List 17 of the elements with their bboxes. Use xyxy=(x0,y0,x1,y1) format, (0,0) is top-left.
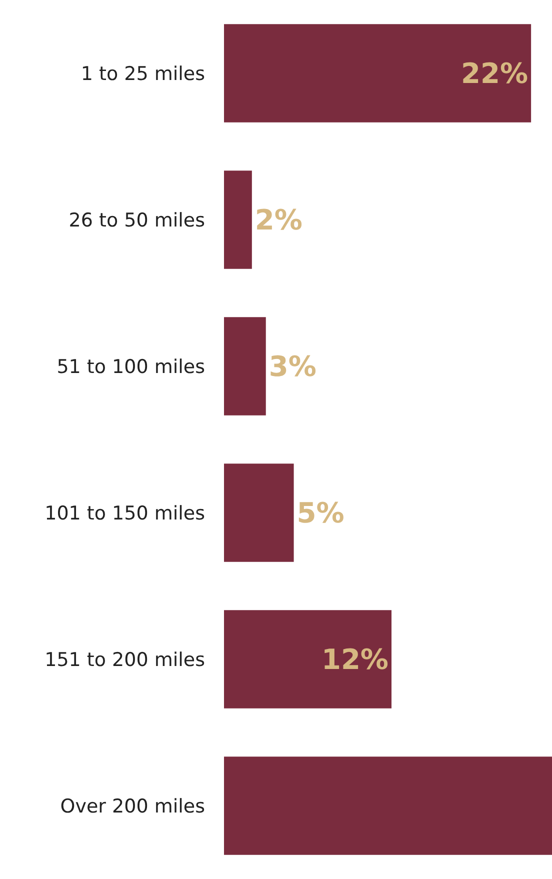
bar xyxy=(224,464,294,562)
bar xyxy=(224,170,252,269)
bar xyxy=(224,756,552,855)
bar xyxy=(224,317,266,416)
data-label: 5% xyxy=(296,496,344,530)
y-tick-label: 101 to 150 miles xyxy=(44,502,205,524)
y-tick-label: 151 to 200 miles xyxy=(44,648,205,671)
data-label: 22% xyxy=(461,56,528,90)
y-tick-label: Over 200 miles xyxy=(60,795,205,818)
y-tick-label: 26 to 50 miles xyxy=(68,209,205,232)
data-label: 12% xyxy=(321,642,388,676)
y-tick-label: 51 to 100 miles xyxy=(56,356,205,378)
bar xyxy=(224,24,532,122)
y-tick-label: 1 to 25 miles xyxy=(80,62,205,85)
data-label: 3% xyxy=(268,350,316,383)
data-label: 2% xyxy=(254,203,302,236)
bar xyxy=(224,610,392,708)
